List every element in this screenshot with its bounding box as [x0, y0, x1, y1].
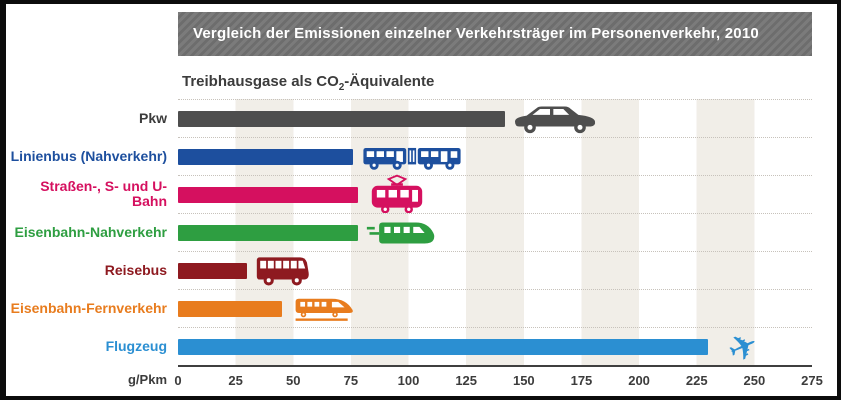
value-bar: [178, 338, 709, 355]
value-bar: [178, 110, 506, 127]
row-plot-area: [178, 213, 812, 251]
subtitle-text: Treibhausgase als CO: [182, 73, 339, 90]
chart-row: Straßen-, S- und U-Bahn: [6, 174, 812, 216]
tram-icon: [366, 174, 428, 216]
axis-tick-label: 125: [455, 373, 478, 388]
chart-subtitle: Treibhausgase als CO2-Äquivalente: [182, 73, 812, 93]
category-label: Eisenbahn-Nahverkehr: [14, 223, 168, 240]
chart-row: Reisebus: [6, 251, 812, 289]
value-bar: [178, 262, 248, 279]
city-bus-icon: [361, 143, 463, 171]
axis-tick-label: 250: [743, 373, 766, 388]
x-axis: 0 25 50 75 100 125 150 175 200 225 250 275: [174, 365, 823, 395]
axis-tick-label: 75: [343, 373, 359, 388]
axis-tick-label: 50: [286, 373, 301, 388]
row-plot-area: [178, 289, 812, 327]
category-label: Reisebus: [104, 261, 167, 278]
row-plot-area: [178, 99, 812, 137]
category-label: Pkw: [138, 109, 167, 126]
chart-title-bar: Vergleich der Emissionen einzelner Verke…: [178, 12, 812, 56]
subtitle-subscript: 2: [338, 82, 345, 93]
row-plot-area: [178, 137, 812, 175]
chart-row: Linienbus (Nahverkehr): [6, 137, 812, 175]
axis-tick-label: 100: [397, 373, 420, 388]
airplane-icon: [716, 323, 770, 370]
bar-chart: Pkw Linienbus (Nahverkehr) Straßen-, S- …: [6, 99, 823, 395]
axis-tick-label: 175: [570, 373, 593, 388]
category-label: Linienbus (Nahverkehr): [10, 147, 167, 164]
value-bar: [178, 186, 358, 203]
axis-tick-label: 25: [228, 373, 243, 388]
subtitle-text-suffix: -Äquivalente: [344, 73, 435, 90]
category-label: Straßen-, S- und U-Bahn: [40, 178, 167, 209]
regional-train-icon: [366, 219, 436, 247]
chart-row: Eisenbahn-Nahverkehr: [6, 213, 812, 251]
row-plot-area: [178, 323, 812, 370]
axis-unit-label: g/Pkm: [127, 372, 167, 387]
value-bar: [178, 300, 282, 317]
category-label: Eisenbahn-Fernverkehr: [10, 299, 167, 316]
chart-row: Eisenbahn-Fernverkehr: [6, 289, 812, 327]
category-label: Flugzeug: [105, 337, 167, 354]
x-axis-row: g/Pkm 0 25 50 75 100 125 150 175 200 225 250 275: [6, 365, 823, 395]
row-plot-area: [178, 174, 812, 216]
coach-bus-icon: [255, 254, 313, 288]
axis-tick-label: 0: [174, 373, 182, 388]
axis-tick-label: 275: [801, 373, 823, 388]
axis-tick-label: 200: [628, 373, 650, 388]
car-icon: [513, 104, 597, 134]
chart-row: Flugzeug: [6, 323, 812, 370]
axis-tick-label: 150: [512, 373, 535, 388]
chart-row: Pkw: [6, 99, 812, 137]
express-train-icon: [290, 294, 358, 324]
axis-tick-label: 225: [685, 373, 708, 388]
row-plot-area: [178, 251, 812, 289]
value-bar: [178, 224, 358, 241]
value-bar: [178, 148, 354, 165]
chart-title: Vergleich der Emissionen einzelner Verke…: [193, 25, 759, 42]
